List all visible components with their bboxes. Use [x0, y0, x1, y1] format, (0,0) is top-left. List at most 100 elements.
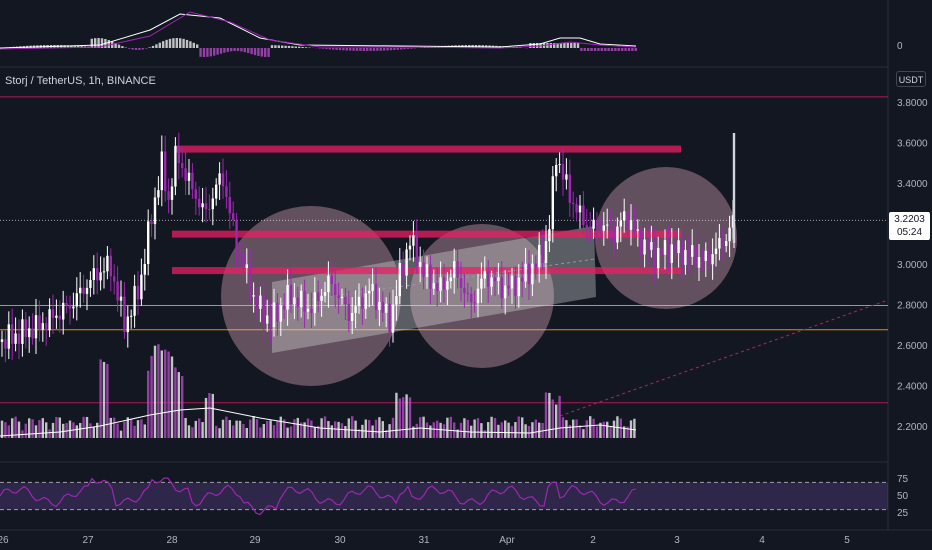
macd-bar — [274, 45, 277, 48]
volume-bar — [228, 420, 231, 438]
volume-bar — [354, 420, 357, 438]
volume-bar — [347, 418, 350, 438]
volume-bar — [572, 419, 575, 438]
volume-bar — [181, 376, 184, 438]
volume-bar — [391, 417, 395, 438]
candle-body — [361, 296, 364, 309]
candle-body — [585, 225, 588, 228]
candle-body — [667, 240, 670, 263]
resistance-zone-mid — [172, 230, 681, 238]
macd-bar — [94, 38, 97, 48]
volume-bar — [361, 424, 364, 438]
candle-body — [395, 296, 398, 305]
volume-bar — [4, 422, 7, 438]
y-tick-label: 3.4000 — [897, 179, 928, 190]
macd-bar — [301, 46, 304, 48]
candle-body — [402, 263, 405, 276]
macd-bar — [291, 46, 294, 48]
x-tick-label: 29 — [249, 535, 261, 546]
candle-body — [408, 245, 412, 250]
candle-body — [21, 319, 24, 344]
y-tick-label: 3.8000 — [897, 98, 928, 109]
volume-bar — [140, 419, 143, 438]
candle-body — [215, 184, 218, 199]
volume-bar — [551, 399, 554, 438]
volume-bar — [28, 418, 31, 438]
candle-body — [177, 145, 180, 164]
macd-bar — [168, 38, 172, 48]
volume-bar — [381, 421, 384, 438]
volume-bar — [204, 397, 208, 438]
candle-body — [609, 224, 612, 231]
macd-bar — [621, 48, 624, 51]
volume-bar — [633, 418, 636, 438]
candle-body — [374, 283, 378, 310]
candle-body — [198, 198, 201, 208]
candle-body — [432, 283, 435, 289]
volume-bar — [483, 430, 486, 438]
volume-bar — [422, 416, 425, 438]
macd-bar — [189, 41, 192, 48]
candle-body — [293, 297, 296, 305]
volume-bar — [334, 421, 337, 438]
volume-bar — [34, 425, 38, 438]
macd-bar — [634, 48, 637, 51]
macd-bar — [264, 48, 267, 57]
macd-bar — [607, 48, 610, 51]
candle-body — [164, 151, 167, 192]
volume-bar — [283, 419, 286, 438]
volume-bar — [466, 419, 469, 438]
symbol-title: Storj / TetherUS, 1h, BINANCE — [5, 75, 156, 87]
candle-body — [442, 277, 446, 290]
volume-bar — [500, 422, 503, 438]
macd-bar — [206, 48, 209, 57]
candle-body — [446, 281, 449, 290]
candle-body — [34, 315, 38, 339]
volume-bar — [198, 418, 201, 438]
candle-body — [232, 213, 235, 220]
x-tick-label: 27 — [82, 535, 94, 546]
candle-body — [490, 277, 493, 287]
candle-body — [113, 276, 116, 282]
candle-body — [555, 164, 558, 177]
volume-bar — [442, 424, 446, 438]
candle-body — [170, 186, 174, 200]
macd-bar — [240, 48, 243, 52]
macd-bar — [335, 48, 338, 50]
macd-bar — [573, 43, 576, 48]
macd-bar — [294, 46, 297, 48]
candle-body — [718, 237, 721, 249]
macd-bar — [600, 48, 603, 51]
macd-bar — [267, 48, 270, 57]
candle-body — [269, 315, 272, 327]
candle-body — [728, 227, 731, 242]
macd-bar — [100, 38, 104, 48]
candle-body — [629, 220, 633, 230]
volume-bar — [45, 422, 48, 438]
candle-body — [157, 190, 160, 198]
candle-body — [14, 333, 17, 344]
candle-body — [337, 295, 340, 299]
volume-bar — [517, 416, 520, 438]
candle-body — [405, 249, 408, 276]
candle-body — [249, 264, 252, 297]
currency-badge[interactable]: USDT — [896, 71, 926, 87]
macd-bar — [250, 48, 253, 55]
candle-body — [493, 277, 497, 282]
volume-bar — [317, 425, 320, 438]
candle-body — [62, 302, 65, 320]
macd-bar — [257, 48, 260, 56]
candle-body — [589, 227, 592, 229]
macd-bar — [359, 48, 362, 51]
volume-bar — [578, 425, 582, 438]
x-tick-label: 26 — [0, 535, 9, 546]
volume-bar — [215, 425, 218, 438]
candle-body — [544, 241, 548, 263]
volume-bar — [374, 419, 378, 438]
candle-body — [334, 284, 337, 296]
candle-body — [347, 304, 350, 321]
volume-bar — [262, 424, 265, 438]
macd-bar — [134, 48, 138, 50]
